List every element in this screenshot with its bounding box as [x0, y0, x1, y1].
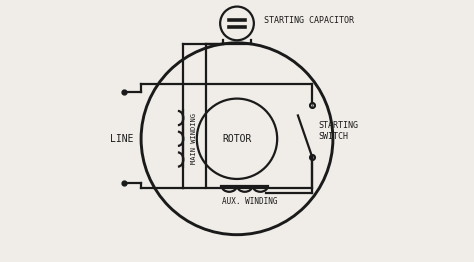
Text: MAIN WINDING: MAIN WINDING — [191, 113, 197, 164]
Text: LINE: LINE — [110, 134, 134, 144]
Text: ROTOR: ROTOR — [222, 134, 252, 144]
Text: STARTING
SWITCH: STARTING SWITCH — [319, 121, 359, 141]
Text: AUX. WINDING: AUX. WINDING — [222, 197, 278, 206]
Text: STARTING CAPACITOR: STARTING CAPACITOR — [264, 16, 354, 25]
